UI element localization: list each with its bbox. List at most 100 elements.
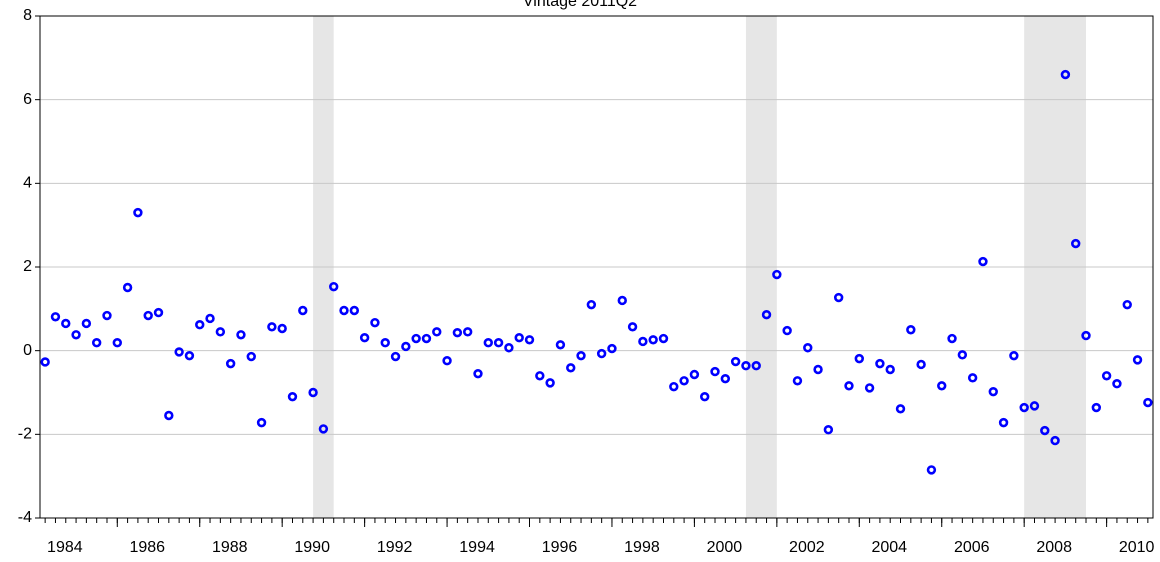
data-point xyxy=(1009,350,1019,361)
data-point xyxy=(710,366,720,377)
x-tick-label: 1984 xyxy=(47,539,83,556)
data-point xyxy=(1091,402,1102,413)
data-point xyxy=(730,356,741,367)
data-point xyxy=(617,295,627,306)
data-point xyxy=(236,330,246,340)
y-tick-label: -4 xyxy=(18,509,32,526)
data-point xyxy=(648,335,658,345)
y-tick-label: 8 xyxy=(23,7,32,24)
data-point xyxy=(689,369,700,380)
data-point xyxy=(112,338,122,348)
data-point xyxy=(1132,355,1143,365)
data-point xyxy=(586,299,597,310)
data-point xyxy=(576,350,586,361)
data-point xyxy=(153,307,164,318)
data-point xyxy=(1040,425,1050,436)
data-point xyxy=(967,373,978,383)
y-tick-label: 4 xyxy=(23,175,32,192)
data-point xyxy=(792,376,803,386)
data-point xyxy=(1122,299,1132,310)
data-point xyxy=(205,313,215,324)
data-point xyxy=(1060,69,1071,80)
data-point xyxy=(957,350,968,360)
data-point xyxy=(514,332,524,343)
data-point xyxy=(174,347,184,357)
data-point xyxy=(215,327,226,337)
data-point xyxy=(658,333,669,344)
data-point xyxy=(1050,435,1060,446)
data-point xyxy=(1101,371,1112,381)
data-point xyxy=(504,343,514,353)
data-point xyxy=(720,373,731,384)
data-point xyxy=(761,309,772,320)
x-tick-label: 2002 xyxy=(789,539,825,556)
data-point xyxy=(875,358,885,369)
data-point xyxy=(287,391,298,402)
data-point xyxy=(854,353,864,364)
data-point xyxy=(318,424,329,434)
y-tick-label: 2 xyxy=(23,258,32,275)
data-point xyxy=(916,359,926,370)
data-point xyxy=(895,404,906,414)
data-point xyxy=(937,381,947,391)
data-point xyxy=(823,425,834,435)
data-point xyxy=(71,330,81,340)
plot-frame xyxy=(39,15,1154,519)
data-point xyxy=(864,383,875,393)
data-point xyxy=(926,465,937,475)
x-tick-label: 1992 xyxy=(377,539,413,556)
data-point xyxy=(432,327,442,337)
data-point xyxy=(256,417,267,428)
data-point xyxy=(978,256,988,267)
data-point xyxy=(329,281,339,292)
data-point xyxy=(782,325,792,336)
data-point xyxy=(401,341,411,352)
data-point xyxy=(102,310,112,321)
data-point xyxy=(947,333,957,344)
data-point xyxy=(844,381,854,391)
data-point xyxy=(421,333,432,344)
data-point xyxy=(133,207,143,218)
data-point xyxy=(555,340,566,350)
data-point xyxy=(679,376,689,386)
data-point xyxy=(524,335,535,345)
data-point xyxy=(493,338,504,348)
data-point xyxy=(462,327,473,337)
data-point xyxy=(411,333,421,344)
data-point xyxy=(225,358,236,369)
data-point xyxy=(246,351,256,362)
data-point xyxy=(483,338,493,348)
data-point xyxy=(339,305,349,316)
y-tick-label: 0 xyxy=(23,342,32,359)
data-point xyxy=(195,320,205,330)
data-point xyxy=(607,343,617,354)
data-point xyxy=(885,364,895,375)
data-point xyxy=(122,282,133,293)
data-point xyxy=(545,378,555,388)
y-tick-label: -2 xyxy=(18,426,32,443)
data-point xyxy=(566,363,576,373)
x-tick-label: 1988 xyxy=(212,539,248,556)
data-point xyxy=(535,371,545,381)
data-point xyxy=(277,323,287,334)
x-tick-label: 1996 xyxy=(542,539,578,556)
data-point xyxy=(81,318,92,329)
data-point xyxy=(1071,238,1081,249)
data-point xyxy=(906,325,916,335)
data-point xyxy=(442,356,452,366)
data-point xyxy=(359,332,370,343)
data-point xyxy=(298,305,308,316)
x-tick-label: 2008 xyxy=(1036,539,1072,556)
data-point xyxy=(751,361,761,371)
data-point xyxy=(40,357,50,367)
x-tick-label: 1994 xyxy=(459,539,495,556)
data-point xyxy=(998,417,1009,428)
data-point xyxy=(596,348,607,359)
x-tick-label: 2010 xyxy=(1119,539,1155,556)
data-point xyxy=(473,368,483,379)
data-point xyxy=(669,381,679,392)
data-point xyxy=(1112,379,1122,389)
data-point xyxy=(380,338,390,348)
x-tick-label: 1990 xyxy=(294,539,330,556)
